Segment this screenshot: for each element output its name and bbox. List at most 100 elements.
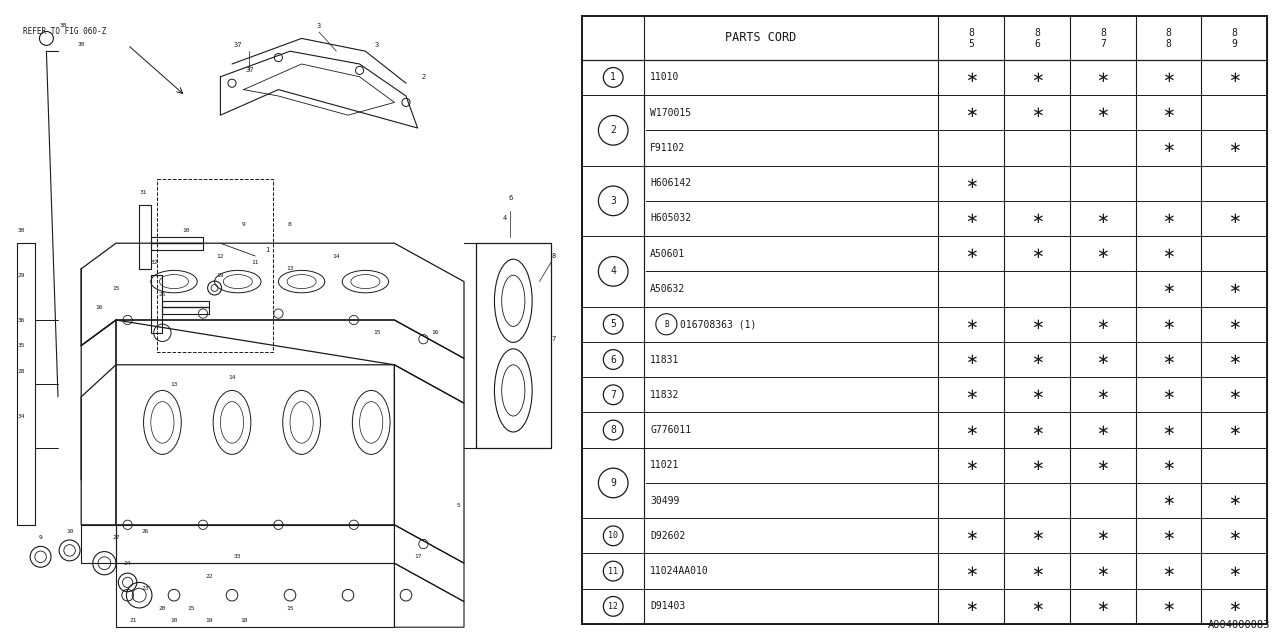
Text: ∗: ∗ <box>1030 564 1043 579</box>
Text: ∗: ∗ <box>1097 529 1110 543</box>
Text: 8: 8 <box>288 221 292 227</box>
Text: 22: 22 <box>205 573 212 579</box>
Text: ∗: ∗ <box>1097 211 1110 226</box>
Text: ∗: ∗ <box>965 70 978 85</box>
Text: G776011: G776011 <box>650 425 691 435</box>
Text: 10: 10 <box>182 228 189 233</box>
Text: 5: 5 <box>611 319 616 329</box>
Text: ∗: ∗ <box>1162 564 1175 579</box>
Text: 15: 15 <box>374 330 380 335</box>
Text: 7: 7 <box>550 336 556 342</box>
Text: 7: 7 <box>1100 40 1106 49</box>
Text: ∗: ∗ <box>1162 317 1175 332</box>
Text: 4: 4 <box>503 214 507 221</box>
Text: 8: 8 <box>1166 28 1171 38</box>
Text: 24: 24 <box>124 561 132 566</box>
Text: ∗: ∗ <box>965 387 978 403</box>
Text: ∗: ∗ <box>1097 564 1110 579</box>
Text: ∗: ∗ <box>1162 493 1175 508</box>
Text: 016708363 (1): 016708363 (1) <box>680 319 756 329</box>
Text: 35: 35 <box>18 343 24 348</box>
Text: 8: 8 <box>611 425 616 435</box>
Text: ∗: ∗ <box>1228 70 1240 85</box>
Text: 18: 18 <box>239 618 247 623</box>
Text: W170015: W170015 <box>650 108 691 118</box>
Text: 31: 31 <box>140 189 147 195</box>
Text: 2: 2 <box>611 125 616 135</box>
Text: 11: 11 <box>608 566 618 575</box>
Text: PARTS CORD: PARTS CORD <box>724 31 796 44</box>
Text: 11021: 11021 <box>650 460 680 470</box>
Text: ∗: ∗ <box>1030 352 1043 367</box>
Text: 8: 8 <box>1166 40 1171 49</box>
Text: 3: 3 <box>317 22 321 29</box>
Text: ∗: ∗ <box>1097 422 1110 438</box>
Text: 8: 8 <box>1231 28 1238 38</box>
Text: 8: 8 <box>1100 28 1106 38</box>
Text: ∗: ∗ <box>965 176 978 191</box>
Text: 11832: 11832 <box>650 390 680 400</box>
Text: 5: 5 <box>457 503 460 508</box>
Text: 19: 19 <box>205 618 212 623</box>
Text: 3: 3 <box>375 42 379 48</box>
Text: 23: 23 <box>141 586 148 591</box>
Text: 10: 10 <box>65 529 73 534</box>
Text: ∗: ∗ <box>1162 140 1175 156</box>
Text: 30: 30 <box>78 42 84 47</box>
Text: 6: 6 <box>508 195 512 202</box>
Text: 11831: 11831 <box>650 355 680 365</box>
Text: ∗: ∗ <box>965 529 978 543</box>
Text: 13: 13 <box>287 266 293 271</box>
Text: 21: 21 <box>129 618 137 623</box>
Text: 8: 8 <box>1034 28 1041 38</box>
Text: ∗: ∗ <box>1228 282 1240 296</box>
Text: 27: 27 <box>113 535 120 540</box>
Text: ∗: ∗ <box>965 352 978 367</box>
Text: ∗: ∗ <box>1162 105 1175 120</box>
Text: 8: 8 <box>550 253 556 259</box>
Text: ∗: ∗ <box>965 317 978 332</box>
Text: ∗: ∗ <box>1030 211 1043 226</box>
Text: 1: 1 <box>265 246 269 253</box>
Text: ∗: ∗ <box>1030 529 1043 543</box>
Text: ∗: ∗ <box>1162 70 1175 85</box>
Text: ∗: ∗ <box>1228 422 1240 438</box>
Text: 30499: 30499 <box>650 495 680 506</box>
Text: ∗: ∗ <box>965 246 978 261</box>
Text: 1: 1 <box>611 72 616 83</box>
Text: F91102: F91102 <box>650 143 685 153</box>
Text: ∗: ∗ <box>1228 211 1240 226</box>
Text: 9: 9 <box>242 221 246 227</box>
Text: 16: 16 <box>431 330 439 335</box>
Text: ∗: ∗ <box>1228 529 1240 543</box>
Text: 11010: 11010 <box>650 72 680 83</box>
Text: ∗: ∗ <box>1228 352 1240 367</box>
Text: ∗: ∗ <box>1228 599 1240 614</box>
Text: ∗: ∗ <box>1162 352 1175 367</box>
Text: 17: 17 <box>413 554 421 559</box>
Text: ∗: ∗ <box>1228 493 1240 508</box>
Text: 32: 32 <box>151 260 159 265</box>
Text: 11: 11 <box>251 260 259 265</box>
Text: ∗: ∗ <box>1162 387 1175 403</box>
Text: 12: 12 <box>216 253 224 259</box>
Text: ∗: ∗ <box>1030 599 1043 614</box>
Text: 37: 37 <box>233 42 242 48</box>
Text: ∗: ∗ <box>1162 529 1175 543</box>
Text: ∗: ∗ <box>1030 105 1043 120</box>
Text: ∗: ∗ <box>1097 387 1110 403</box>
Text: ∗: ∗ <box>1097 246 1110 261</box>
Text: ∗: ∗ <box>1228 317 1240 332</box>
Text: ∗: ∗ <box>1228 140 1240 156</box>
Text: ∗: ∗ <box>1162 282 1175 296</box>
Text: 6: 6 <box>611 355 616 365</box>
Text: ∗: ∗ <box>1162 211 1175 226</box>
Text: ∗: ∗ <box>1162 599 1175 614</box>
Text: ∗: ∗ <box>1162 422 1175 438</box>
Text: 15: 15 <box>113 285 120 291</box>
Text: ∗: ∗ <box>965 105 978 120</box>
Text: ∗: ∗ <box>1030 422 1043 438</box>
Text: 34: 34 <box>18 413 24 419</box>
Text: 14: 14 <box>333 253 340 259</box>
Text: 20: 20 <box>159 605 166 611</box>
